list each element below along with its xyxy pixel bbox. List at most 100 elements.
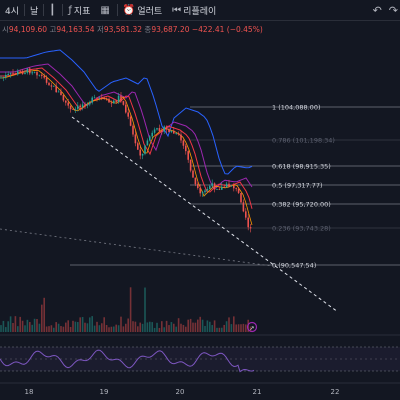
candle-body[interactable] (249, 227, 252, 229)
candle-body[interactable] (67, 102, 69, 106)
candle-body[interactable] (21, 71, 24, 74)
candle-body[interactable] (108, 98, 110, 103)
candle-body[interactable] (237, 188, 240, 193)
candle-body[interactable] (139, 149, 141, 156)
candle-body[interactable] (31, 72, 33, 74)
candle-body[interactable] (115, 100, 117, 102)
candle-body[interactable] (55, 85, 57, 93)
candle-body[interactable] (19, 71, 21, 72)
candle-body[interactable] (127, 112, 129, 117)
descending-trendline[interactable] (71, 116, 339, 313)
candle-body[interactable] (69, 105, 72, 110)
candle-body[interactable] (151, 132, 153, 137)
trendlines[interactable] (0, 116, 339, 313)
candle-body[interactable] (105, 98, 108, 99)
candle-body[interactable] (189, 159, 192, 171)
candle-body[interactable] (240, 192, 242, 203)
candle-body[interactable] (213, 183, 216, 190)
candle-body[interactable] (103, 97, 105, 99)
candle-body[interactable] (158, 128, 161, 132)
support-trendline[interactable] (0, 228, 273, 267)
layout-button[interactable]: ▦ (95, 0, 116, 20)
candle-body[interactable] (38, 74, 41, 76)
replay-button[interactable]: ⏮ 리플레이 (167, 0, 221, 20)
candle-body[interactable] (175, 133, 177, 134)
candle-body[interactable] (96, 97, 98, 99)
candle-body[interactable] (209, 185, 211, 190)
candle-body[interactable] (93, 97, 96, 99)
candle-body[interactable] (26, 68, 29, 73)
candle-body[interactable] (221, 186, 223, 190)
candle-body[interactable] (7, 73, 9, 75)
candle-body[interactable] (48, 82, 50, 86)
candle-body[interactable] (17, 71, 19, 75)
candle-body[interactable] (247, 217, 249, 228)
fib-retracement[interactable]: 1 (104,088.00) 0.786 (101,198.34) 0.618 (9… (70, 104, 400, 270)
candle-body[interactable] (36, 71, 38, 76)
candle-body[interactable] (79, 105, 81, 108)
candle-body[interactable] (168, 129, 170, 133)
candle-body[interactable] (5, 74, 7, 78)
candle-body[interactable] (235, 188, 237, 190)
candle-body[interactable] (228, 183, 230, 187)
candle-body[interactable] (204, 190, 206, 193)
candlesticks[interactable] (0, 67, 252, 233)
candle-body[interactable] (91, 97, 93, 103)
replay-marker[interactable]: ↗ (246, 321, 258, 333)
candle-body[interactable] (132, 125, 134, 135)
candle-body[interactable] (50, 85, 53, 87)
candle-body[interactable] (120, 95, 122, 102)
candle-body[interactable] (223, 186, 225, 188)
candle-body[interactable] (14, 73, 17, 75)
candle-body[interactable] (77, 105, 79, 109)
candle-body[interactable] (24, 72, 26, 74)
candle-body[interactable] (141, 153, 144, 156)
candle-body[interactable] (197, 184, 199, 188)
candle-body[interactable] (29, 68, 31, 74)
candle-body[interactable] (134, 134, 137, 144)
candle-body[interactable] (173, 130, 175, 134)
candle-body[interactable] (211, 183, 213, 186)
candle-body[interactable] (230, 185, 233, 187)
candle-body[interactable] (62, 95, 65, 101)
candle-body[interactable] (185, 145, 187, 152)
candle-body[interactable] (194, 177, 197, 185)
candle-body[interactable] (245, 211, 247, 218)
alert-button[interactable]: ⏰ 얼러트 (118, 0, 167, 20)
candle-body[interactable] (110, 102, 113, 104)
redo-icon[interactable]: ↷ (388, 3, 398, 17)
candle-body[interactable] (45, 77, 48, 83)
candle-body[interactable] (89, 102, 91, 105)
candle-body[interactable] (192, 170, 194, 178)
candle-body[interactable] (72, 109, 74, 110)
candle-body[interactable] (161, 131, 163, 133)
candle-body[interactable] (65, 100, 67, 103)
candle-body[interactable] (98, 97, 101, 99)
candle-body[interactable] (33, 71, 36, 73)
candle-body[interactable] (201, 192, 204, 194)
interval-selector[interactable]: 4시 (0, 0, 24, 20)
candle-body[interactable] (57, 91, 60, 93)
candle-body[interactable] (81, 104, 84, 108)
time-axis[interactable]: 18 19 20 21 22 (25, 388, 340, 396)
undo-icon[interactable]: ↶ (372, 3, 382, 17)
candle-body[interactable] (218, 189, 221, 191)
candles-button[interactable]: ┃ (44, 0, 62, 20)
candle-body[interactable] (0, 77, 2, 79)
candle-body[interactable] (53, 85, 55, 87)
candle-body[interactable] (125, 104, 127, 113)
candle-body[interactable] (156, 128, 158, 130)
candle-body[interactable] (41, 74, 43, 76)
candle-body[interactable] (117, 95, 120, 102)
candle-body[interactable] (165, 126, 168, 130)
candle-body[interactable] (177, 133, 180, 135)
candle-body[interactable] (122, 101, 125, 105)
indicators-button[interactable]: ƒ 지표 (63, 0, 95, 20)
candle-body[interactable] (206, 189, 209, 191)
candle-body[interactable] (144, 145, 146, 154)
candle-body[interactable] (233, 185, 235, 189)
candle-body[interactable] (84, 104, 86, 106)
candle-body[interactable] (113, 100, 115, 104)
candle-body[interactable] (9, 72, 12, 74)
